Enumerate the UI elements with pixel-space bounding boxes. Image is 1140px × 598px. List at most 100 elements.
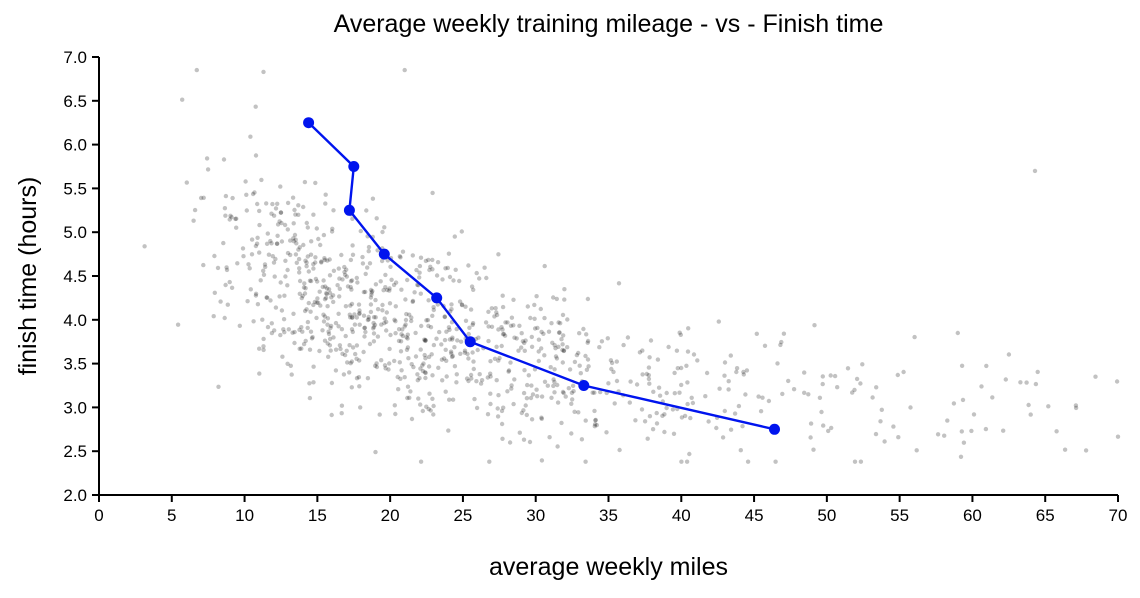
scatter-point bbox=[264, 295, 269, 300]
scatter-point bbox=[253, 104, 258, 109]
scatter-point bbox=[835, 385, 840, 390]
scatter-point bbox=[278, 184, 283, 189]
scatter-point bbox=[555, 400, 561, 405]
scatter-point bbox=[311, 266, 316, 271]
scatter-point bbox=[734, 366, 740, 371]
scatter-point bbox=[278, 280, 283, 285]
scatter-point bbox=[633, 418, 638, 423]
scatter-point bbox=[440, 277, 445, 282]
scatter-point bbox=[304, 260, 309, 265]
scatter-point bbox=[497, 355, 502, 361]
scatter-point bbox=[500, 327, 505, 332]
scatter-point bbox=[471, 287, 476, 292]
scatter-point bbox=[340, 277, 345, 282]
scatter-point bbox=[278, 210, 284, 215]
scatter-point bbox=[418, 366, 423, 371]
scatter-point bbox=[517, 323, 522, 328]
scatter-outlier-point bbox=[261, 69, 266, 75]
scatter-point bbox=[745, 459, 751, 464]
scatter-point bbox=[342, 352, 348, 358]
scatter-point bbox=[773, 459, 778, 464]
scatter-point bbox=[703, 394, 708, 399]
scatter-point bbox=[265, 295, 270, 300]
scatter-point bbox=[282, 222, 288, 228]
scatter-point bbox=[691, 352, 697, 357]
scatter-point bbox=[356, 375, 362, 380]
scatter-point bbox=[382, 320, 387, 326]
scatter-point bbox=[901, 369, 906, 375]
scatter-point bbox=[324, 291, 329, 296]
y-tick-label: 6.5 bbox=[63, 92, 87, 111]
scatter-point bbox=[896, 435, 901, 440]
scatter-point bbox=[422, 370, 428, 375]
scatter-point bbox=[523, 338, 528, 343]
scatter-point bbox=[315, 279, 320, 284]
scatter-point bbox=[286, 327, 291, 332]
scatter-point bbox=[509, 386, 514, 391]
scatter-point bbox=[565, 345, 570, 350]
scatter-point bbox=[509, 383, 514, 388]
scatter-point bbox=[468, 372, 474, 378]
scatter-point bbox=[529, 344, 535, 349]
scatter-point bbox=[293, 252, 299, 257]
scatter-point bbox=[524, 396, 530, 401]
scatter-point bbox=[695, 358, 700, 363]
scatter-point bbox=[358, 405, 363, 410]
scatter-point bbox=[292, 329, 297, 335]
scatter-point bbox=[258, 278, 263, 283]
scatter-point bbox=[318, 303, 323, 308]
scatter-point bbox=[425, 317, 431, 323]
scatter-point bbox=[499, 408, 505, 414]
scatter-point bbox=[299, 295, 304, 301]
scatter-point bbox=[305, 254, 310, 259]
scatter-point bbox=[775, 361, 780, 366]
scatter-point bbox=[356, 302, 362, 307]
scatter-point bbox=[383, 366, 388, 371]
scatter-point bbox=[685, 380, 690, 385]
scatter-point bbox=[426, 257, 431, 263]
scatter-point bbox=[556, 320, 561, 325]
scatter-point bbox=[706, 419, 711, 424]
scatter-point bbox=[366, 317, 371, 322]
scatter-point bbox=[459, 302, 465, 307]
scatter-point bbox=[443, 347, 448, 352]
scatter-point bbox=[704, 370, 710, 376]
scatter-point bbox=[282, 293, 287, 298]
scatter-point bbox=[360, 261, 366, 266]
scatter-point bbox=[567, 367, 573, 372]
scatter-point bbox=[526, 373, 531, 378]
scatter-point bbox=[984, 363, 989, 369]
scatter-point bbox=[592, 408, 597, 414]
scatter-point bbox=[261, 268, 266, 273]
scatter-point bbox=[355, 280, 360, 285]
scatter-point bbox=[325, 322, 330, 327]
scatter-point bbox=[819, 409, 824, 415]
scatter-point bbox=[325, 341, 330, 346]
scatter-point bbox=[666, 344, 671, 350]
scatter-point bbox=[440, 378, 445, 383]
scatter-point bbox=[374, 364, 380, 370]
scatter-point bbox=[494, 312, 500, 318]
scatter-point bbox=[500, 332, 506, 337]
scatter-point bbox=[319, 260, 324, 265]
scatter-point bbox=[349, 315, 355, 320]
scatter-point bbox=[325, 258, 330, 263]
scatter-point bbox=[644, 371, 649, 377]
scatter-point bbox=[285, 227, 290, 232]
scatter-point bbox=[469, 284, 475, 289]
scatter-point bbox=[337, 286, 342, 291]
scatter-point bbox=[549, 321, 554, 326]
scatter-point bbox=[496, 327, 501, 332]
scatter-point bbox=[717, 386, 722, 391]
y-tick-label: 6.0 bbox=[63, 136, 87, 155]
scatter-point bbox=[339, 403, 345, 408]
scatter-point bbox=[722, 408, 727, 414]
scatter-point bbox=[191, 218, 196, 223]
scatter-point bbox=[428, 408, 433, 413]
scatter-point bbox=[369, 290, 374, 295]
scatter-point bbox=[559, 420, 564, 426]
scatter-point bbox=[257, 222, 262, 228]
scatter-point bbox=[308, 278, 314, 284]
scatter-point bbox=[489, 324, 495, 329]
scatter-point bbox=[552, 367, 557, 372]
